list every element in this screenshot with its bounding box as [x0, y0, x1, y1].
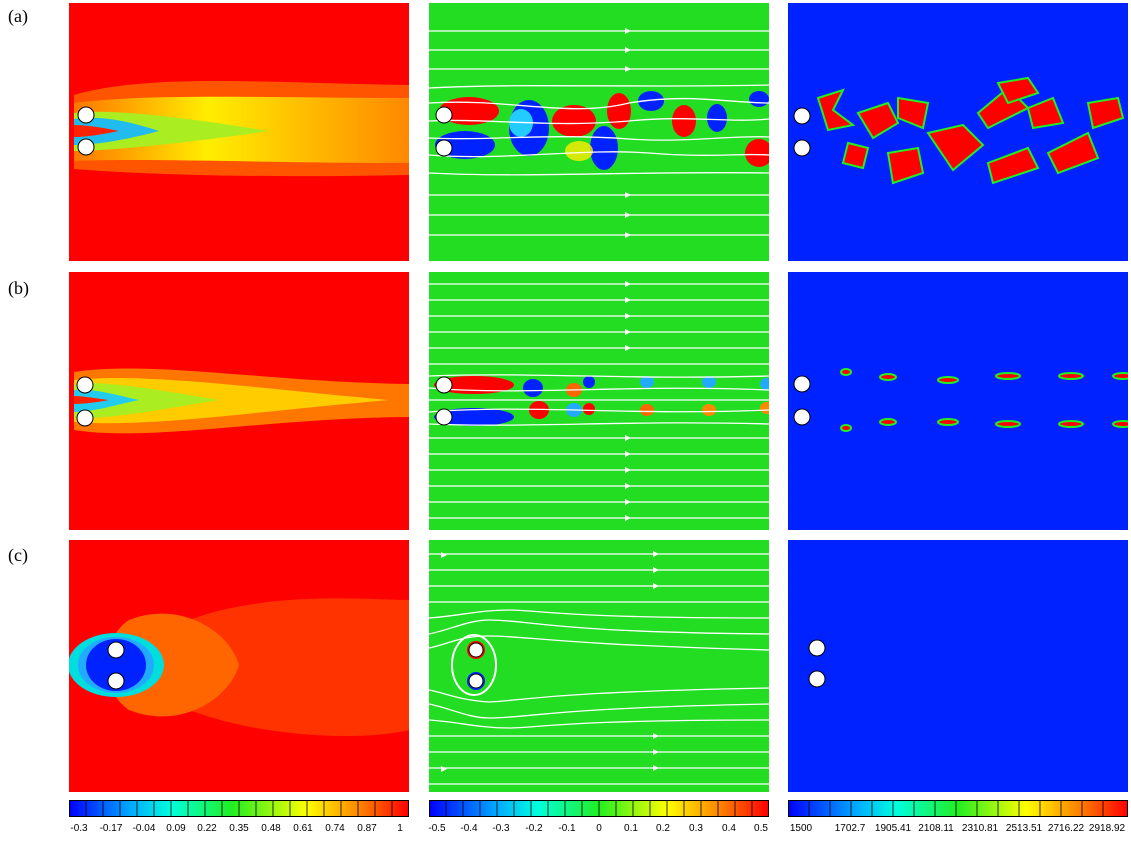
row-label-c: (c)	[8, 545, 28, 565]
cylinder-lower	[77, 138, 95, 156]
panel-b-viscosity	[788, 272, 1128, 530]
tick-label: -0.2	[525, 823, 543, 834]
colorbar-viscosity-ticks: 1500 1702.7 1905.41 2108.11 2310.81 2513…	[788, 823, 1131, 837]
tick-label: 0.5	[754, 823, 768, 834]
colorbar-vorticity	[429, 800, 769, 817]
tick-label: 2513.51	[1005, 823, 1043, 834]
tick-label: 0.09	[166, 823, 186, 834]
panel-a-vorticity	[429, 3, 769, 261]
panel-a-viscosity	[788, 3, 1128, 261]
colorbar-vorticity-ticks: -0.5 -0.4 -0.3 -0.2 -0.1 0 0.1 0.2 0.3 0…	[428, 823, 773, 837]
panel-a-velocity	[69, 3, 409, 261]
tick-label: 0.35	[229, 823, 249, 834]
tick-label: 0.22	[197, 823, 217, 834]
panel-b-velocity	[69, 272, 409, 530]
tick-label: -0.17	[99, 823, 123, 834]
streamlines	[429, 30, 769, 236]
tick-label: 2108.11	[918, 823, 954, 834]
row-label-b: (b)	[8, 278, 29, 298]
tick-label: -0.1	[558, 823, 576, 834]
tick-label: 0.4	[722, 823, 736, 834]
tick-label: 1905.41	[874, 823, 912, 834]
colorbar-viscosity	[788, 800, 1128, 817]
tick-label: -0.04	[132, 823, 156, 834]
tick-label: 1500	[789, 823, 813, 834]
colorbar-velocity	[69, 800, 409, 817]
tick-label: -0.3	[492, 823, 510, 834]
tick-label: -0.3	[70, 823, 88, 834]
panel-c-vorticity	[429, 540, 769, 798]
colorbar-velocity-ticks: -0.3 -0.17 -0.04 0.09 0.22 0.35 0.48 0.6…	[69, 823, 413, 837]
panel-c-velocity	[69, 540, 409, 798]
tick-label: 2716.22	[1047, 823, 1085, 834]
tick-label: 2918.92	[1088, 823, 1126, 834]
tick-label: 0.1	[624, 823, 638, 834]
tick-label: 1702.7	[834, 823, 866, 834]
tick-label: 0.2	[656, 823, 670, 834]
cylinder-upper	[77, 106, 95, 124]
tick-label: 0.3	[689, 823, 703, 834]
tick-label: 0.61	[293, 823, 313, 834]
tick-label: 0.87	[357, 823, 377, 834]
tick-label: 0.48	[261, 823, 281, 834]
panel-c-viscosity	[788, 540, 1128, 798]
panel-b-vorticity	[429, 272, 769, 530]
row-label-a: (a)	[8, 6, 28, 26]
tick-label: -0.5	[428, 823, 446, 834]
tick-label: 0	[596, 823, 602, 834]
tick-label: 0.74	[325, 823, 345, 834]
tick-label: 2310.81	[961, 823, 999, 834]
tick-label: 1	[397, 823, 403, 834]
tick-label: -0.4	[460, 823, 478, 834]
